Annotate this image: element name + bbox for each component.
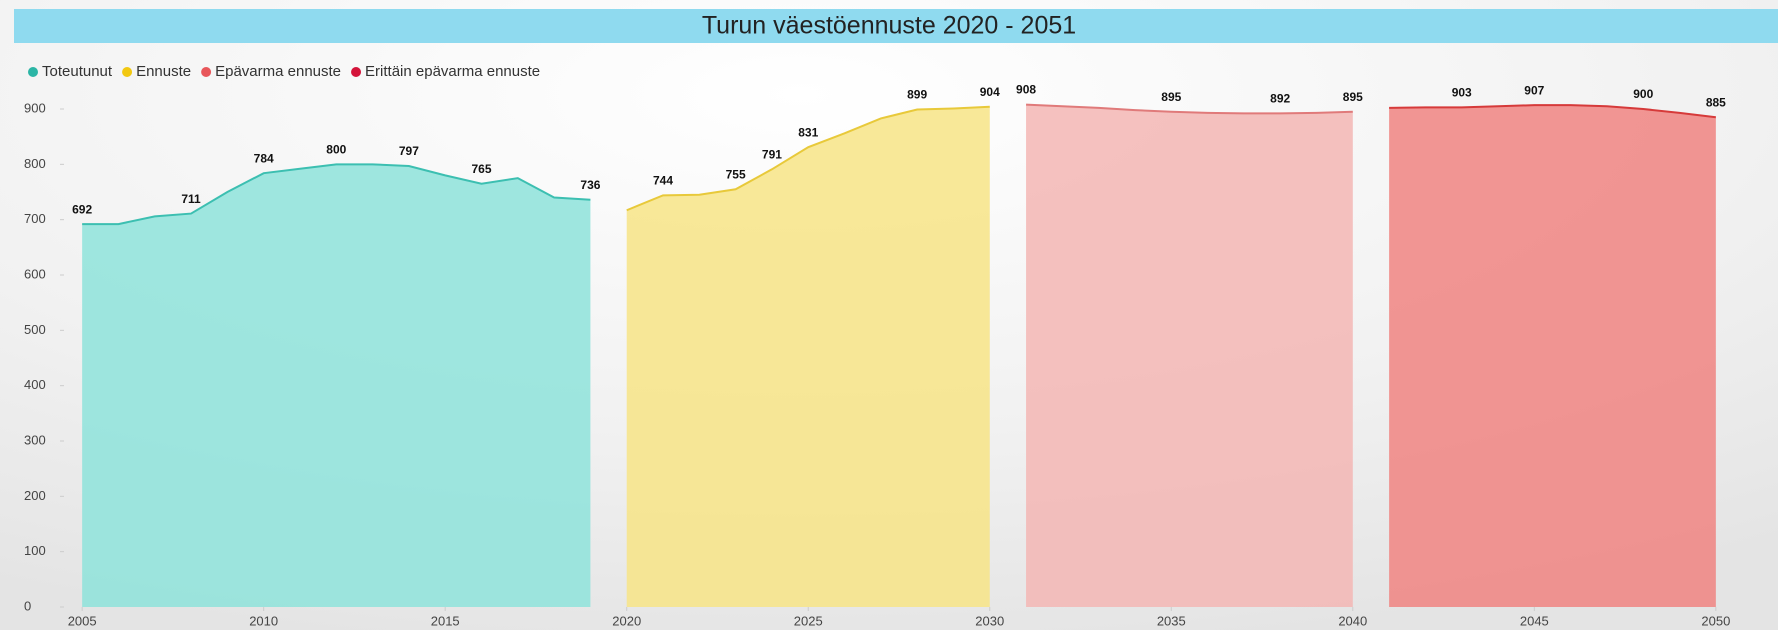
chart: Turun väestöennuste 2020 - 2051 Toteutun…: [0, 0, 1778, 630]
data-label: 784: [254, 151, 274, 165]
x-tick-label: 2010: [249, 613, 278, 628]
x-tick-label: 2030: [975, 613, 1004, 628]
y-tick-label: 100: [24, 543, 46, 558]
area: [1026, 105, 1353, 607]
legend-swatch: [201, 67, 211, 77]
data-label: 765: [471, 162, 491, 176]
legend: Toteutunut Ennuste Epävarma ennuste Erittäi…: [28, 63, 540, 80]
area: [82, 164, 590, 607]
legend-swatch: [351, 67, 361, 77]
data-label: 800: [326, 143, 346, 157]
x-tick-label: 2045: [1520, 613, 1549, 628]
data-label: 900: [1633, 87, 1653, 101]
legend-swatch: [28, 67, 38, 77]
x-tick-label: 2035: [1157, 613, 1186, 628]
legend-label: Erittäin epävarma ennuste: [365, 63, 540, 80]
y-tick-label: 700: [24, 211, 46, 226]
data-label: 895: [1161, 90, 1181, 104]
y-tick-label: 400: [24, 377, 46, 392]
page: Turun väestöennuste 2020 - 2051 Toteutun…: [0, 0, 1778, 630]
data-label: 907: [1524, 83, 1544, 97]
y-tick-label: 900: [24, 100, 46, 115]
legend-label: Epävarma ennuste: [215, 63, 341, 80]
data-label: 791: [762, 147, 782, 161]
legend-swatch: [122, 67, 132, 77]
data-label: 831: [798, 125, 818, 139]
data-label: 755: [726, 167, 746, 181]
chart-title: Turun väestöennuste 2020 - 2051: [702, 12, 1076, 40]
data-label: 797: [399, 144, 419, 158]
data-label: 904: [980, 85, 1000, 99]
y-tick-label: 800: [24, 156, 46, 171]
y-tick-label: 200: [24, 488, 46, 503]
legend-label: Toteutunut: [42, 63, 113, 80]
data-label: 903: [1452, 86, 1472, 100]
data-label: 908: [1016, 83, 1036, 97]
y-tick-label: 500: [24, 322, 46, 337]
data-label: 711: [181, 192, 201, 206]
data-label: 744: [653, 173, 673, 187]
y-tick-label: 300: [24, 432, 46, 447]
data-label: 692: [72, 202, 92, 216]
data-label: 885: [1706, 95, 1726, 109]
data-label: 899: [907, 88, 927, 102]
data-label: 892: [1270, 92, 1290, 106]
x-tick-label: 2050: [1701, 613, 1730, 628]
x-tick-label: 2020: [612, 613, 641, 628]
y-tick-label: 0: [24, 598, 31, 613]
x-tick-label: 2040: [1338, 613, 1367, 628]
legend-label: Ennuste: [136, 63, 191, 80]
data-label: 895: [1343, 90, 1363, 104]
area: [1389, 105, 1716, 607]
x-tick-label: 2015: [431, 613, 460, 628]
x-tick-label: 2025: [794, 613, 823, 628]
x-tick-label: 2005: [68, 613, 97, 628]
y-tick-label: 600: [24, 266, 46, 281]
data-label: 736: [580, 178, 600, 192]
